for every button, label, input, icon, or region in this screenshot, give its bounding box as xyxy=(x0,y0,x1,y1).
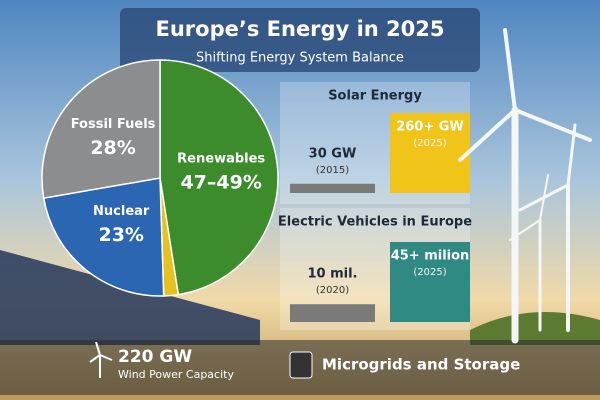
bar-value: 45+ milion xyxy=(391,249,470,264)
bar-value: 260+ GW xyxy=(396,120,464,135)
subtitle: Shifting Energy System Balance xyxy=(196,51,404,66)
bar xyxy=(390,113,470,193)
panel-title: Electric Vehicles in Europe xyxy=(278,215,472,230)
solar-panels xyxy=(0,250,260,345)
wind-value: 220 GW xyxy=(118,347,192,367)
battery-icon xyxy=(289,351,313,379)
slice-label: Fossil Fuels xyxy=(71,117,156,132)
slice-label: Renewables xyxy=(177,152,265,167)
slice-value: 23% xyxy=(98,224,143,246)
pie-slice xyxy=(159,59,279,296)
bar-year: (2025) xyxy=(413,138,446,149)
slice-value: 47–49% xyxy=(180,172,261,194)
title: Europe’s Energy in 2025 xyxy=(156,17,445,41)
slice-label: Nuclear xyxy=(93,204,150,219)
bar-year: (2015) xyxy=(316,165,349,176)
bar xyxy=(390,242,470,322)
pie-slice xyxy=(41,59,161,199)
bar-value: 30 GW xyxy=(309,146,357,161)
pie-slice xyxy=(42,177,165,297)
bar-value: 10 mil. xyxy=(307,267,357,282)
bar xyxy=(290,183,375,193)
turbine-icon xyxy=(89,341,113,378)
title-box xyxy=(120,8,480,72)
wind-label: Wind Power Capacity xyxy=(118,368,234,381)
slice-value: 28% xyxy=(90,137,135,159)
wind-turbines xyxy=(458,28,592,344)
storage-label: Microgrids and Storage xyxy=(322,356,520,374)
bar-year: (2025) xyxy=(413,267,446,278)
panel-title: Solar Energy xyxy=(328,89,422,104)
bar xyxy=(290,304,375,322)
bar-year: (2020) xyxy=(316,285,349,296)
